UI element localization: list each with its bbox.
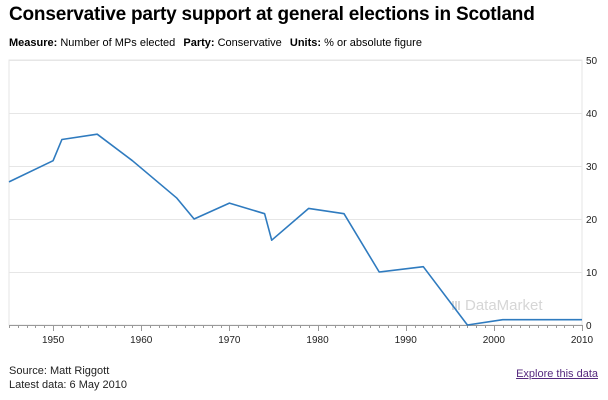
chart-metadata: Measure: Number of MPs elected Party: Co…	[9, 37, 427, 49]
x-tick-label: 2000	[483, 335, 506, 346]
units-field: Units: % or absolute figure	[290, 37, 422, 49]
x-tick-label: 1980	[306, 335, 329, 346]
party-key: Party:	[183, 37, 215, 49]
y-tick-label: 0	[586, 321, 592, 332]
y-tick-label: 10	[586, 268, 598, 279]
y-tick-label: 30	[586, 162, 598, 173]
source-text: Source: Matt Riggott	[9, 365, 110, 377]
chart-title: Conservative party support at general el…	[9, 4, 535, 25]
explore-data-link[interactable]: Explore this data	[516, 368, 598, 380]
x-tick-label: 2010	[571, 335, 594, 346]
units-key: Units:	[289, 37, 322, 49]
x-tick-label: 1960	[130, 335, 153, 346]
latest-data-text: Latest data: 6 May 2010	[9, 379, 128, 391]
chart-footer: Source: Matt Riggott Latest data: 6 May …	[9, 364, 127, 392]
series-line	[8, 133, 582, 326]
datamarket-logo-icon	[452, 301, 461, 310]
y-tick-label: 40	[586, 109, 598, 120]
measure-value: Number of MPs elected	[60, 37, 176, 49]
y-tick-label: 20	[586, 215, 598, 226]
plot-frame	[8, 59, 583, 326]
x-tick-label: 1990	[395, 335, 418, 346]
datamarket-watermark: DataMarket	[452, 297, 543, 314]
x-tick-label: 1970	[218, 335, 241, 346]
units-value: % or absolute figure	[324, 37, 422, 49]
measure-field: Measure: Number of MPs elected	[9, 37, 175, 49]
watermark-text: DataMarket	[465, 297, 543, 314]
party-field: Party: Conservative	[183, 37, 281, 49]
y-tick-label: 50	[586, 56, 598, 67]
party-value: Conservative	[217, 37, 282, 49]
line-chart[interactable]: 0 10 20 30 40 50 1950 1960 1970 1980 1990 2000 2010	[0, 0, 608, 362]
x-tick-label: 1950	[42, 335, 65, 346]
measure-key: Measure:	[9, 37, 58, 49]
